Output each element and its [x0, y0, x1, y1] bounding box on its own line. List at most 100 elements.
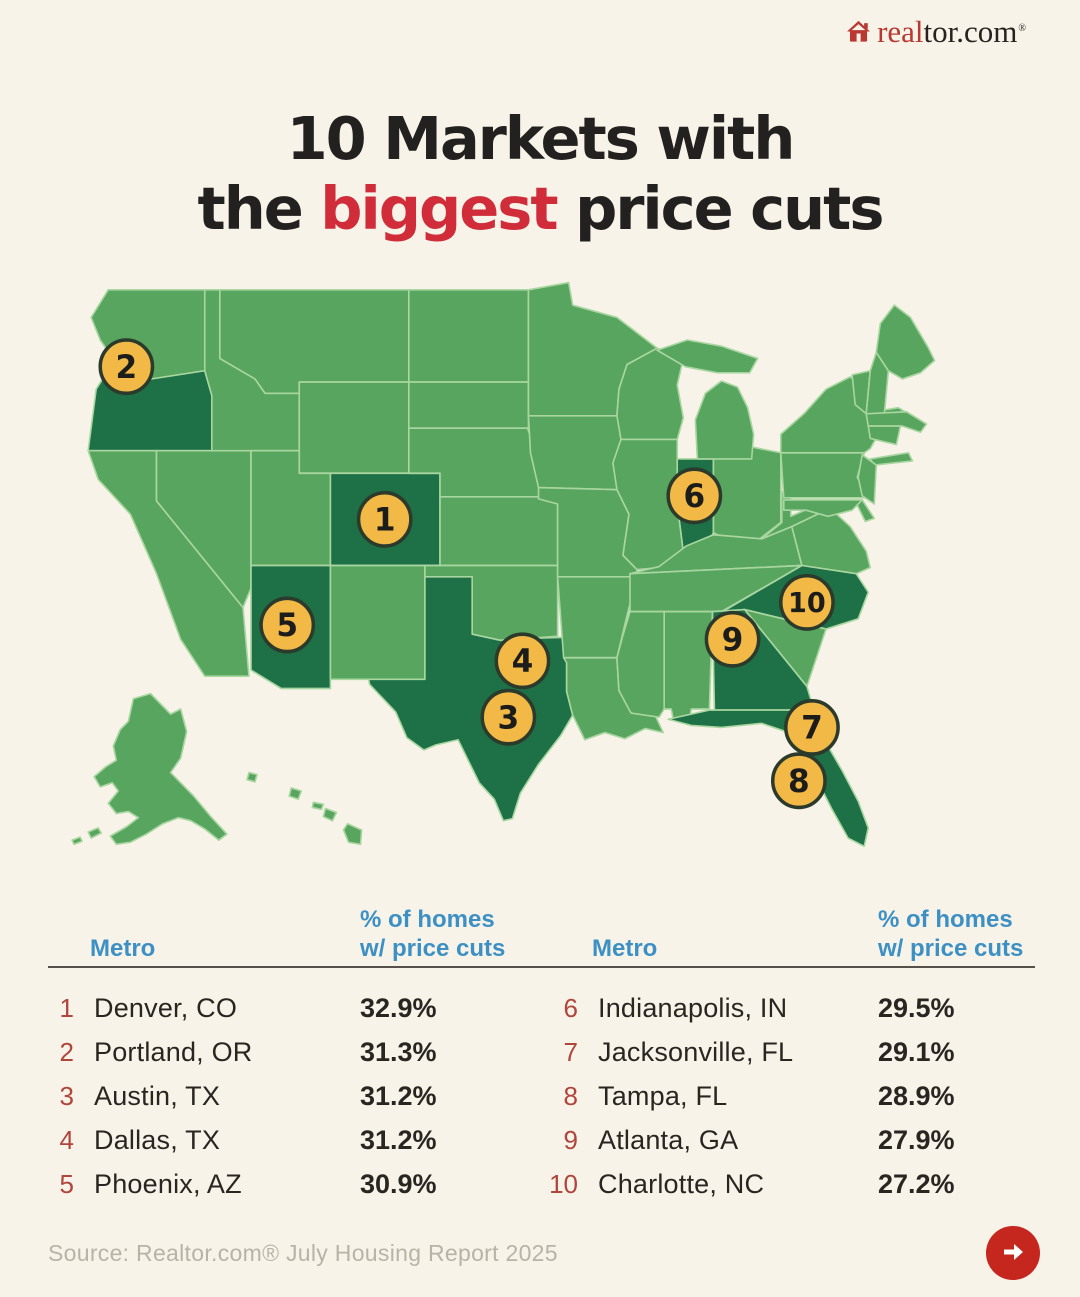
marker-circle [784, 699, 840, 756]
source-note: Source: Realtor.com® July Housing Report… [48, 1240, 558, 1266]
state-nd [408, 288, 530, 383]
header-pct-right-line2: w/ price cuts [878, 935, 1024, 962]
marker-number: 5 [276, 608, 298, 644]
marker-number: 7 [801, 710, 823, 746]
map-marker-5: 5 [259, 596, 316, 654]
price-cut-percent: 31.2% [360, 1124, 437, 1155]
state-nm [329, 564, 426, 681]
state-pa [779, 451, 871, 499]
page-title: 10 Markets with the biggest price cuts [0, 104, 1080, 243]
table-row: 6 Indianapolis, IN 29.5% [548, 986, 1035, 1030]
header-pct-left: % of homes w/ price cuts [360, 905, 505, 963]
price-cut-percent: 29.5% [878, 992, 955, 1023]
header-pct-right: % of homes w/ price cuts [878, 905, 1023, 963]
header-pct-left-line2: w/ price cuts [360, 935, 506, 962]
map-marker-1: 1 [356, 490, 413, 548]
marker-circle [480, 688, 537, 746]
metro-name: Phoenix, AZ [94, 1168, 242, 1199]
rank-number: 8 [563, 1080, 578, 1111]
metro-name: Atlanta, GA [598, 1124, 739, 1155]
map-marker-10: 10 [779, 573, 835, 631]
state-nj [857, 453, 878, 505]
map-marker-2: 2 [98, 338, 155, 396]
logo-reg-mark: ® [1018, 22, 1026, 34]
rank-number: 9 [563, 1124, 578, 1155]
marker-number: 8 [788, 764, 810, 800]
price-cut-percent: 30.9% [360, 1168, 437, 1199]
state-ms [616, 610, 665, 719]
title-highlight-word: biggest [320, 173, 558, 243]
header-rule [48, 966, 1035, 968]
next-button[interactable] [986, 1226, 1040, 1280]
state-ct-ri [867, 425, 902, 446]
map-markers: 1 2 3 4 5 6 7 8 9 10 [98, 338, 840, 810]
marker-number: 3 [498, 700, 520, 736]
marker-circle [494, 632, 551, 690]
map-marker-3: 3 [480, 688, 537, 746]
state-ia [527, 415, 630, 491]
rank-number: 1 [59, 992, 74, 1023]
rank-number: 3 [59, 1080, 74, 1111]
metro-name: Charlotte, NC [598, 1168, 765, 1199]
realtor-house-icon [845, 18, 872, 45]
marker-number: 2 [116, 350, 138, 386]
price-cut-percent: 31.2% [360, 1080, 437, 1111]
rank-number: 5 [59, 1168, 74, 1199]
table-row: 4 Dallas, TX 31.2% [44, 1118, 514, 1162]
marker-circle [666, 467, 723, 525]
price-cut-percent: 27.9% [878, 1124, 955, 1155]
state-mi-up [656, 339, 759, 374]
title-line2-post: price cuts [556, 173, 884, 243]
marker-circle [704, 610, 761, 668]
logo-text: realtor.com® [877, 16, 1026, 47]
state-ak [93, 692, 228, 846]
price-cut-percent: 27.2% [878, 1168, 955, 1199]
header-metro-right: Metro [592, 935, 658, 962]
marker-circle [356, 490, 413, 548]
header-pct-right-line1: % of homes [878, 906, 1013, 933]
state-ny-long-island [869, 451, 914, 466]
rank-number: 6 [563, 992, 578, 1023]
marker-number: 9 [722, 622, 744, 658]
map-marker-6: 6 [666, 467, 723, 525]
state-hi [246, 771, 363, 846]
table-row: 5 Phoenix, AZ 30.9% [44, 1162, 514, 1206]
rank-number: 4 [59, 1124, 74, 1155]
logo-text-real: real [877, 14, 924, 49]
state-de [856, 499, 876, 523]
rank-number: 2 [59, 1036, 74, 1067]
metro-name: Dallas, TX [94, 1124, 221, 1155]
table-row: 3 Austin, TX 31.2% [44, 1074, 514, 1118]
logo-text-torcom: tor.com [923, 14, 1018, 49]
marker-circle [259, 596, 316, 654]
metro-name: Denver, CO [94, 992, 238, 1023]
state-sd [408, 381, 530, 429]
price-cut-percent: 29.1% [878, 1036, 955, 1067]
metro-name: Tampa, FL [598, 1080, 728, 1111]
state-al [663, 610, 714, 723]
title-line2-pre: the [197, 173, 321, 243]
state-nh [865, 351, 890, 415]
realtor-logo: realtor.com® [845, 16, 1026, 47]
marker-circle [770, 752, 827, 810]
map-marker-4: 4 [494, 632, 551, 690]
marker-circle [98, 338, 155, 396]
table-column-left: 1 Denver, CO 32.9% 2 Portland, OR 31.3% … [44, 986, 514, 1206]
metro-name: Indianapolis, IN [598, 992, 788, 1023]
state-mi [694, 380, 755, 460]
rank-number: 10 [549, 1168, 578, 1199]
marker-number: 4 [512, 644, 534, 680]
marker-number: 6 [683, 479, 705, 515]
header-metro-left: Metro [90, 935, 156, 962]
state-oh [712, 445, 782, 542]
state-me [875, 304, 936, 380]
table-row: 8 Tampa, FL 28.9% [548, 1074, 1035, 1118]
state-wv [760, 490, 831, 540]
state-wy [298, 381, 410, 475]
price-cut-percent: 32.9% [360, 992, 437, 1023]
us-map: 1 2 3 4 5 6 7 8 9 10 [58, 258, 1013, 873]
metro-name: Jacksonville, FL [598, 1036, 794, 1067]
table-column-right: 6 Indianapolis, IN 29.5% 7 Jacksonville,… [548, 986, 1035, 1206]
map-marker-8: 8 [770, 752, 827, 810]
table-row: 10 Charlotte, NC 27.2% [548, 1162, 1035, 1206]
